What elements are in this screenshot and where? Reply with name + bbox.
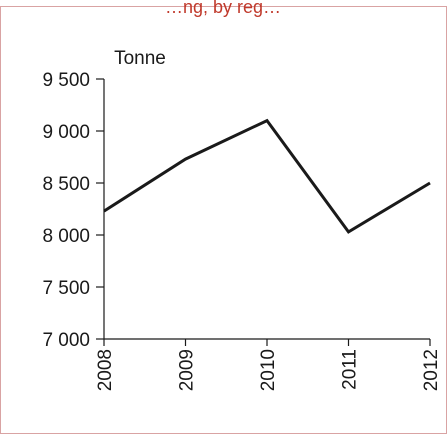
chart-title: …ng, by reg… [165, 0, 281, 17]
y-axis-unit-label: Tonne [114, 48, 166, 69]
x-tick-label: 2010 [258, 349, 279, 391]
y-tick-label: 7 000 [42, 330, 90, 351]
y-tick-label: 9 000 [42, 122, 90, 143]
y-tick-label: 8 500 [42, 174, 90, 195]
y-axis-ticks: 7 000 7 500 8 000 8 500 9 000 9 500 [42, 70, 104, 351]
series-line [103, 118, 431, 234]
y-tick-label: 7 500 [42, 278, 90, 299]
series-group [103, 118, 431, 234]
y-tick-label: 9 500 [42, 70, 90, 91]
x-tick-label: 2012 [421, 349, 442, 391]
x-tick-label: 2009 [177, 349, 198, 391]
x-axis-ticks: 2008 2009 2010 2011 2012 [95, 339, 442, 391]
x-tick-label: 2011 [340, 349, 361, 390]
x-tick-label: 2008 [95, 349, 116, 391]
y-tick-label: 8 000 [42, 226, 90, 247]
